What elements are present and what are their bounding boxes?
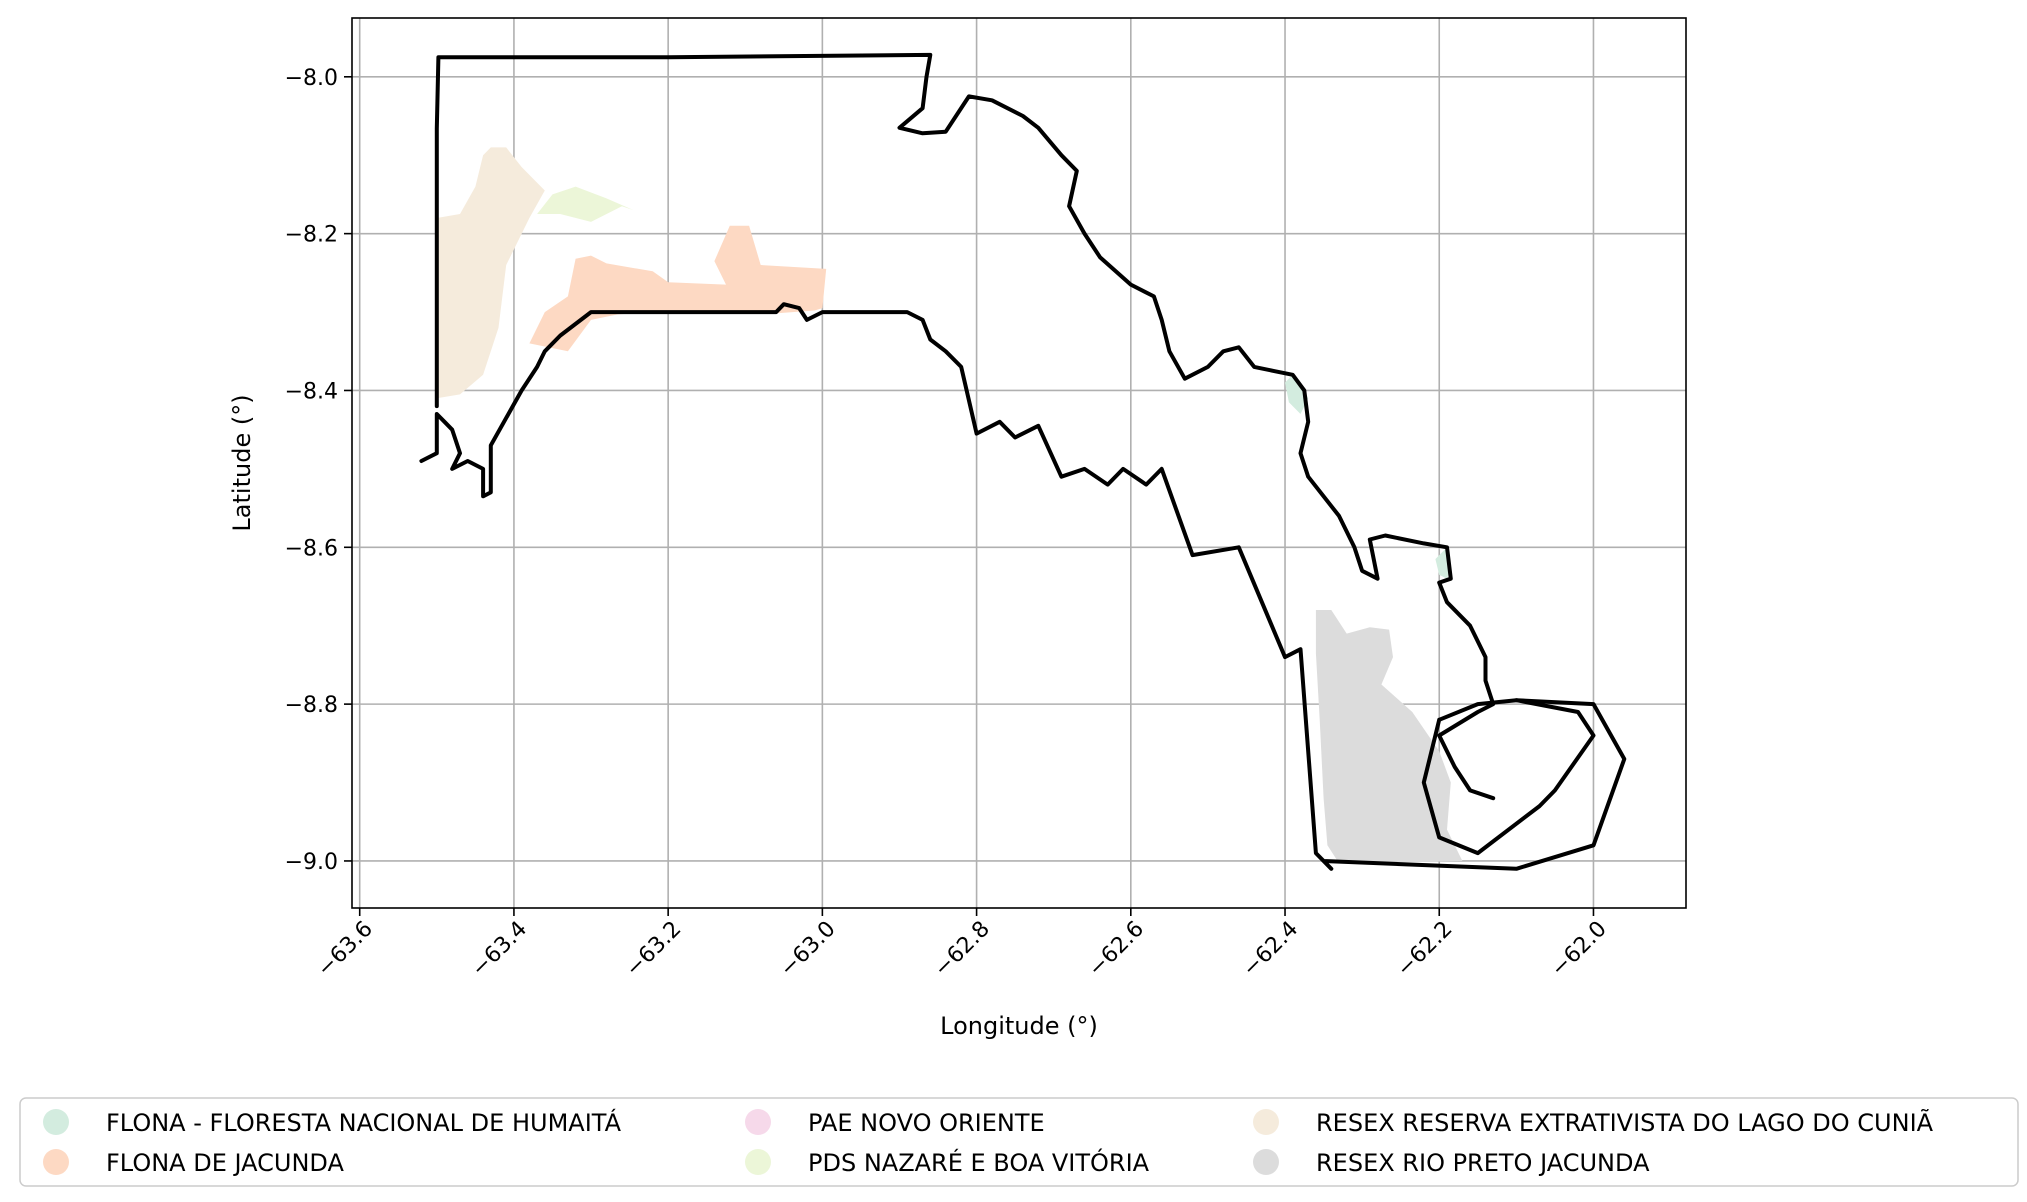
legend-marker	[1253, 1149, 1279, 1175]
area-4	[1285, 374, 1309, 414]
x-axis-label: Longitude (°)	[940, 1012, 1098, 1040]
area-6	[1315, 610, 1463, 864]
legend-marker	[745, 1149, 771, 1175]
protected-areas	[436, 147, 1463, 864]
municipality-outline	[434, 52, 1496, 801]
legend-label: PAE NOVO ORIENTE	[808, 1109, 1045, 1137]
legend-label: RESEX RESERVA EXTRATIVISTA DO LAGO DO CU…	[1316, 1107, 1934, 1137]
legend-label: FLONA - FLORESTA NACIONAL DE HUMAITÁ	[106, 1108, 622, 1137]
grid	[352, 18, 1686, 908]
legend-marker	[745, 1109, 771, 1135]
legend-label: FLONA DE JACUNDA	[106, 1149, 344, 1177]
legend-marker	[1253, 1109, 1279, 1135]
y-tick-label: −8.8	[285, 693, 338, 718]
area-1	[436, 147, 545, 399]
legend-marker	[43, 1149, 69, 1175]
area-3	[529, 225, 827, 352]
legend-label: PDS NAZARÉ E BOA VITÓRIA	[808, 1147, 1150, 1177]
inner-loop	[1421, 698, 1596, 856]
y-tick-label: −9.0	[285, 850, 338, 875]
legend: FLONA - FLORESTA NACIONAL DE HUMAITÁ FLON…	[19, 1097, 2019, 1187]
municipality-boundaries	[419, 52, 1627, 871]
legend-frame	[19, 1097, 2019, 1187]
y-tick-label: −8.0	[285, 66, 338, 91]
legend-marker	[43, 1109, 69, 1135]
plot-frame	[351, 17, 1687, 909]
southern-boundary	[419, 302, 1627, 871]
y-axis-label: Latitude (°)	[228, 394, 256, 531]
y-tick-label: −8.6	[285, 536, 338, 561]
area-2	[537, 186, 634, 222]
y-tick-label: −8.4	[285, 379, 338, 404]
y-axis-ticks: −8.0 −8.2 −8.4 −8.6 −8.8 −9.0	[285, 66, 352, 875]
legend-label: RESEX RIO PRETO JACUNDA	[1316, 1149, 1650, 1177]
y-tick-label: −8.2	[285, 223, 338, 248]
